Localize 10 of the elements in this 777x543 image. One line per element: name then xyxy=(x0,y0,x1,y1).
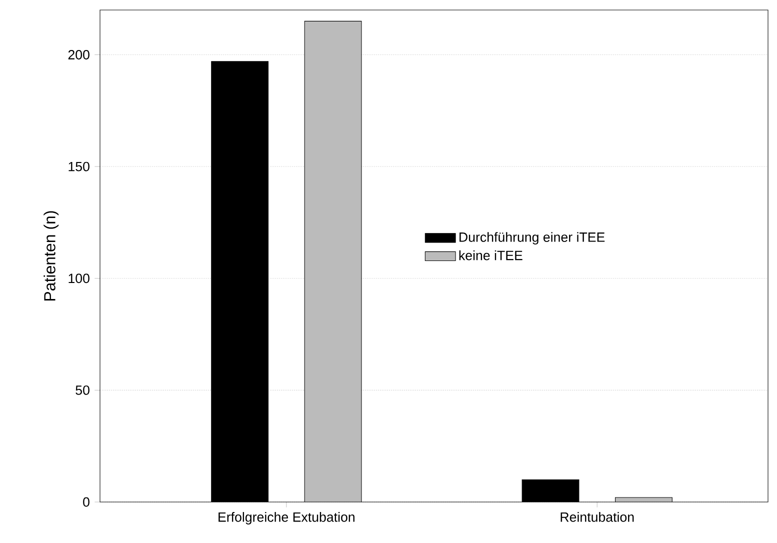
legend-label: Durchführung einer iTEE xyxy=(460,232,605,245)
x-tick-label: Erfolgreiche Extubation xyxy=(218,512,354,524)
y-tick-label: 50 xyxy=(76,385,90,395)
y-tick-label: 100 xyxy=(68,274,90,284)
y-tick-label: 0 xyxy=(83,497,90,507)
legend-label: keine iTEE xyxy=(459,250,522,260)
y-tick-label: 150 xyxy=(68,162,90,172)
x-tick-label: Reintubation xyxy=(560,512,634,522)
y-tick-label: 200 xyxy=(68,50,90,60)
y-axis-title: Patienten (n) xyxy=(44,211,59,300)
